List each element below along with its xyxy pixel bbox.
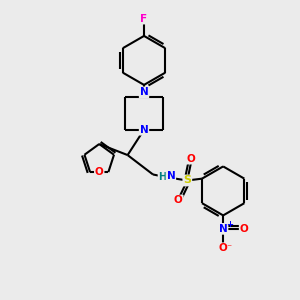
Text: F: F: [140, 14, 148, 24]
Text: O: O: [219, 243, 227, 253]
Text: O: O: [187, 154, 195, 164]
Text: +: +: [226, 220, 232, 229]
Text: N: N: [167, 171, 175, 181]
Text: ⁻: ⁻: [226, 243, 231, 253]
Text: O: O: [174, 196, 183, 206]
Text: O: O: [240, 224, 248, 234]
Text: H: H: [158, 172, 166, 182]
Text: O: O: [95, 167, 103, 177]
Text: S: S: [183, 176, 191, 185]
Text: N: N: [219, 224, 227, 234]
Text: N: N: [140, 87, 148, 98]
Text: N: N: [140, 125, 148, 135]
